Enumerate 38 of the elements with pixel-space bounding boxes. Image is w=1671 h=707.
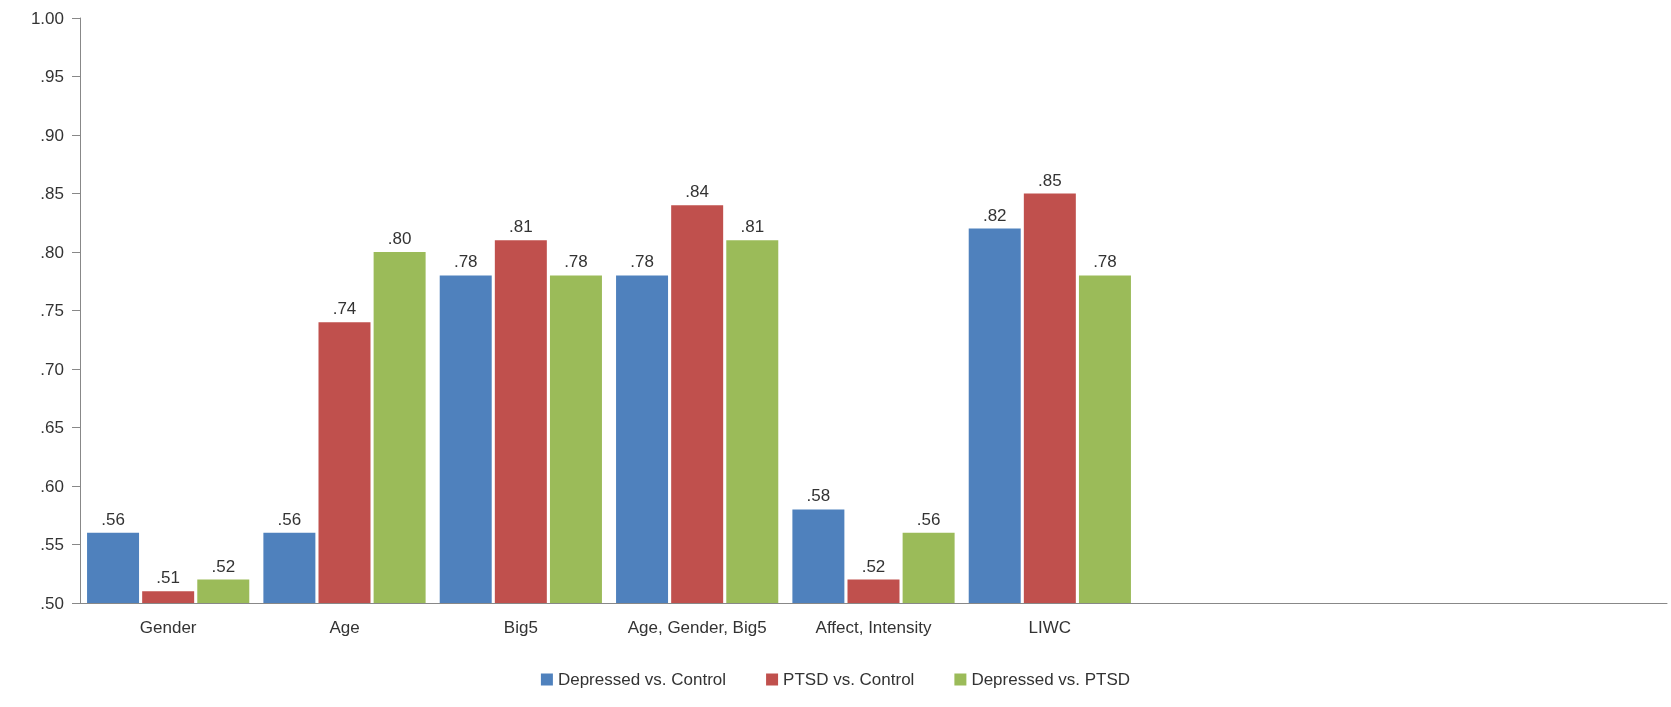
- legend-label: Depressed vs. Control: [557, 670, 727, 689]
- data-label: .78: [564, 252, 588, 272]
- legend-label: PTSD vs. Control: [783, 670, 915, 689]
- y-tick-label: .50: [40, 593, 64, 613]
- data-label: .80: [387, 229, 412, 248]
- data-label: .78: [453, 252, 478, 272]
- data-label: .85: [1038, 170, 1062, 190]
- data-label: .74: [332, 299, 357, 319]
- y-tick-label: .80: [40, 242, 64, 262]
- data-label: .56: [101, 509, 125, 529]
- data-label: .56: [277, 509, 302, 529]
- y-tick-label: .95: [40, 67, 64, 86]
- x-tick-label: Big5: [503, 618, 538, 637]
- x-tick-label: Age: [329, 618, 360, 637]
- y-tick-label: .75: [40, 301, 64, 320]
- y-tick-label: .55: [40, 535, 64, 554]
- x-tick-label: LIWC: [1028, 618, 1072, 637]
- data-label: .51: [156, 568, 180, 588]
- y-tick-label: .90: [40, 125, 64, 145]
- x-tick-label: Age, Gender, Big5: [627, 618, 767, 637]
- data-label: .52: [861, 556, 886, 576]
- data-label: .81: [740, 217, 765, 237]
- data-label: .78: [630, 252, 654, 272]
- y-tick-label: .60: [40, 476, 64, 496]
- data-label: .84: [685, 182, 709, 202]
- data-label: .56: [916, 509, 941, 529]
- data-label: .78: [1093, 252, 1117, 272]
- y-tick-label: .85: [40, 184, 64, 203]
- legend-label: Depressed vs. PTSD: [971, 670, 1131, 689]
- x-tick-label: Affect, Intensity: [815, 618, 932, 637]
- x-tick-label: Gender: [139, 618, 197, 637]
- data-label: .52: [211, 556, 236, 576]
- y-tick-label: .65: [40, 418, 64, 437]
- data-label: .82: [982, 205, 1007, 225]
- data-label: .58: [806, 486, 831, 506]
- y-tick-label: .70: [40, 359, 64, 379]
- y-tick-label: 1.00: [30, 8, 64, 28]
- data-label: .81: [509, 217, 533, 237]
